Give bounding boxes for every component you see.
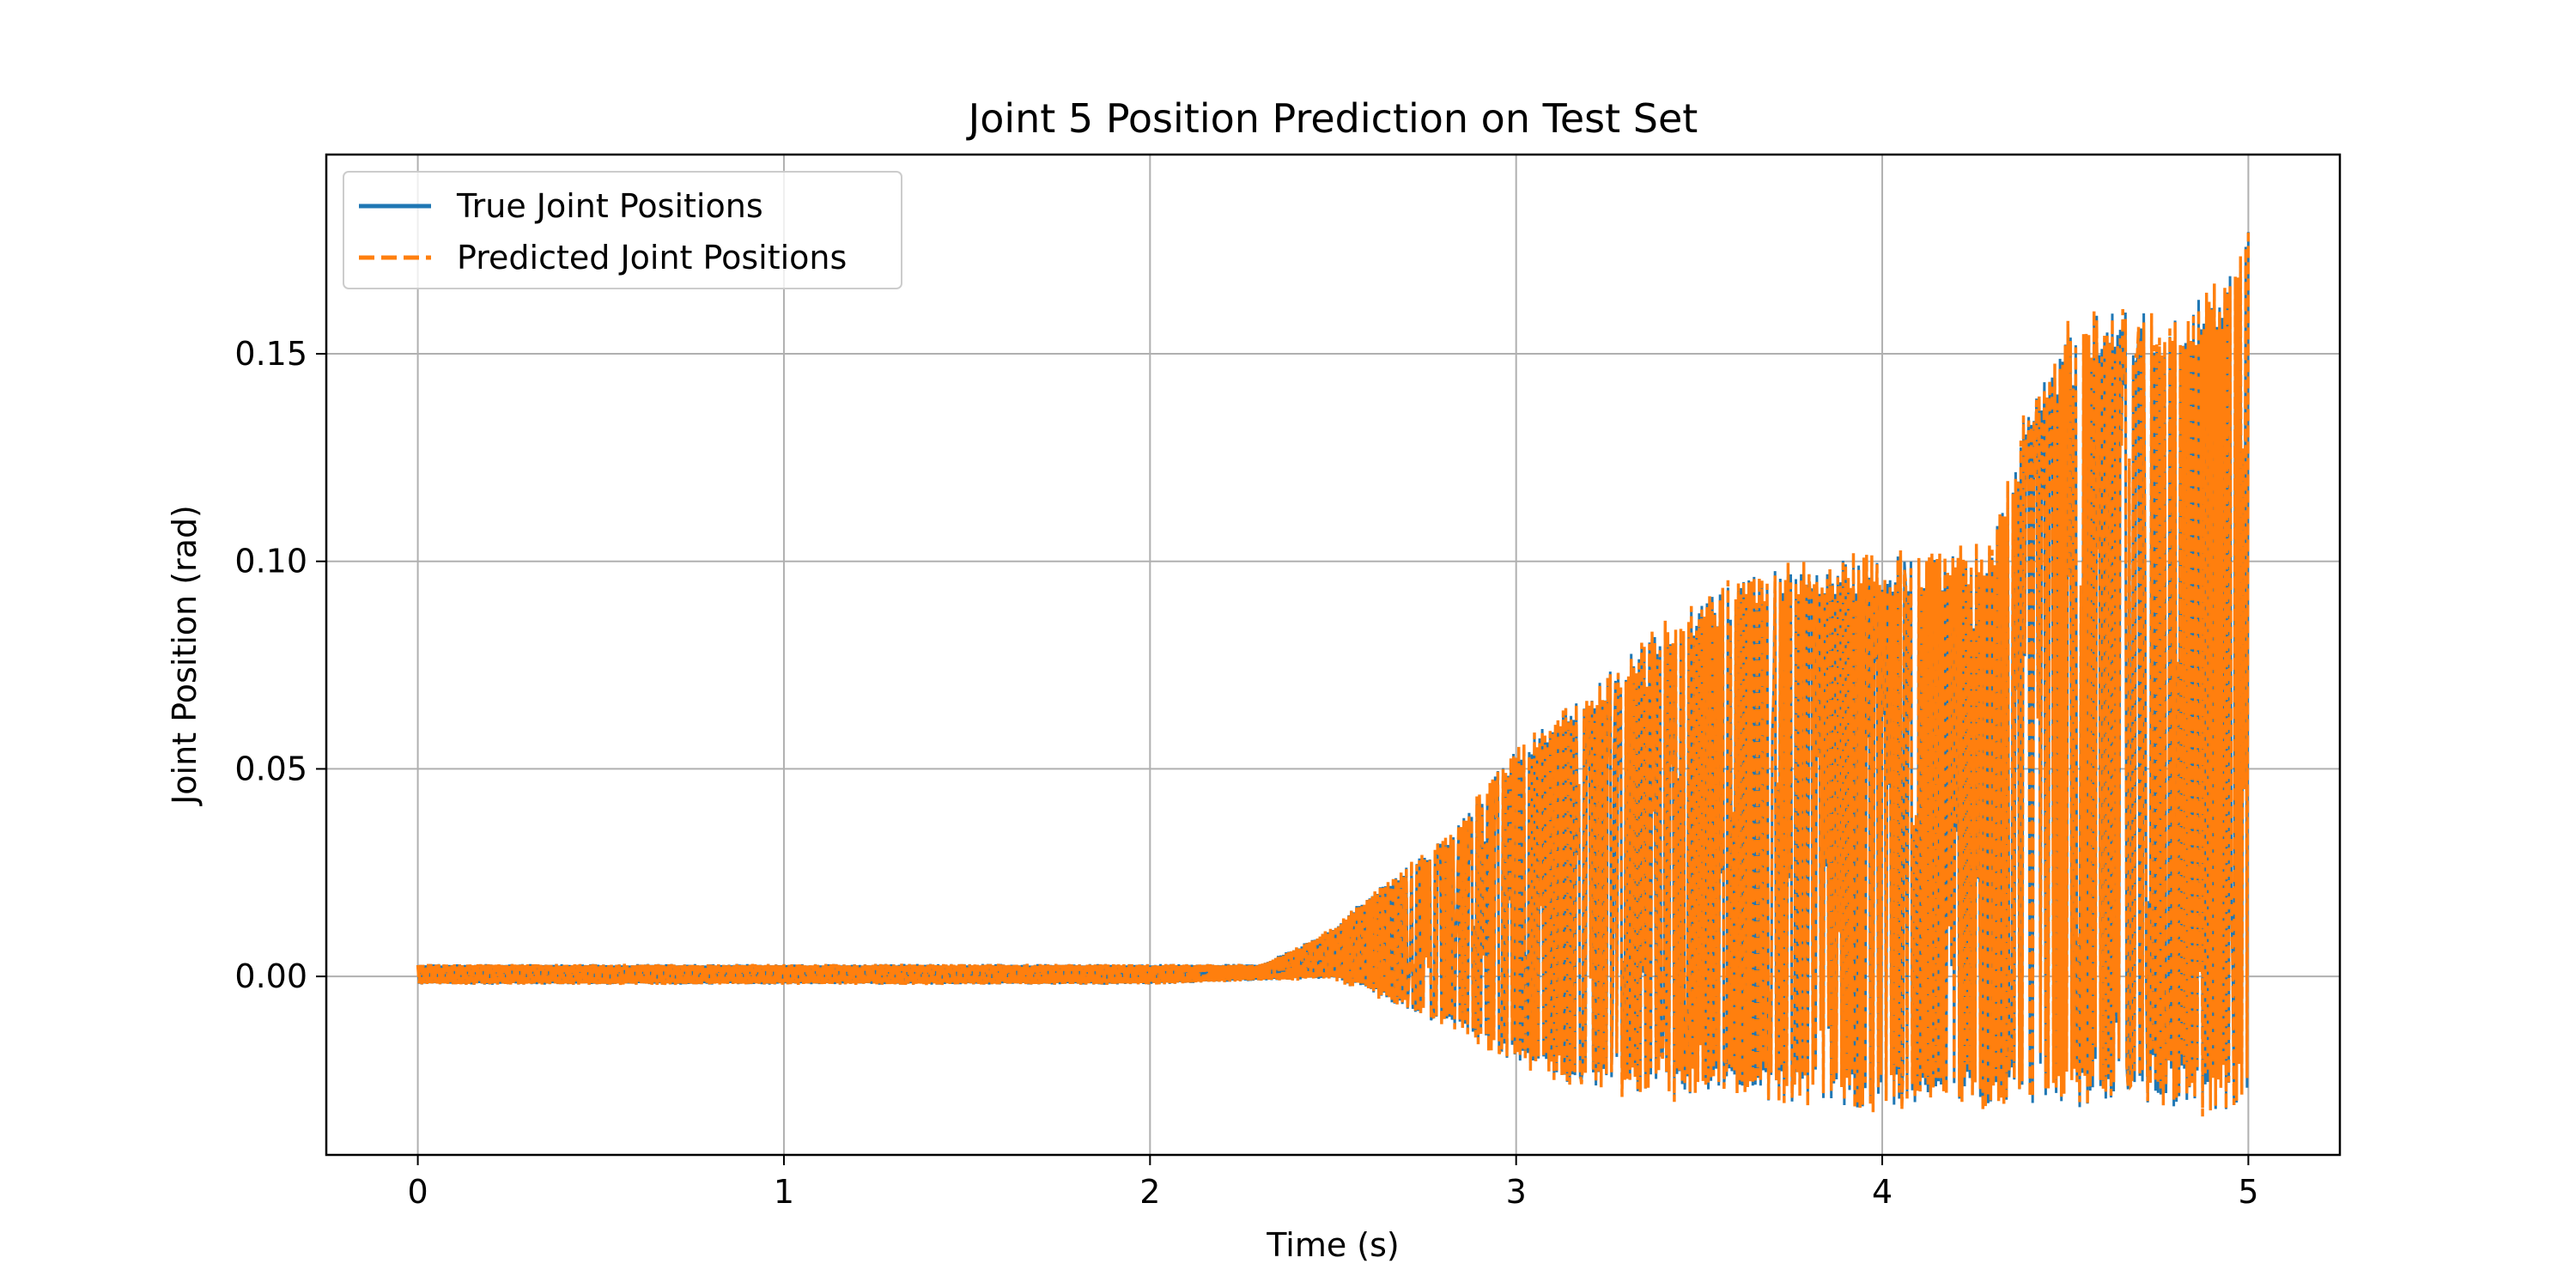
- series-line-predicted: [416, 232, 2251, 1117]
- x-tick-label: 1: [774, 1173, 794, 1211]
- y-tick-label: 0.00: [234, 957, 307, 995]
- x-tick-label: 4: [1872, 1173, 1893, 1211]
- y-axis-label: Joint Position (rad): [166, 505, 204, 806]
- y-tick-label: 0.10: [234, 543, 307, 580]
- ticks: 0 1 2 3 4 5 0.00 0.05 0.10 0.15: [234, 335, 2258, 1211]
- x-tick-label: 3: [1506, 1173, 1527, 1211]
- x-tick-label: 0: [407, 1173, 428, 1211]
- legend: True Joint Positions Predicted Joint Pos…: [343, 171, 902, 289]
- y-tick-label: 0.05: [234, 750, 307, 787]
- chart-title: Joint 5 Position Prediction on Test Set: [966, 95, 1698, 142]
- x-axis-label: Time (s): [1266, 1226, 1400, 1264]
- plot-area: [416, 232, 2251, 1117]
- legend-label-true: True Joint Positions: [456, 187, 763, 225]
- legend-label-predicted: Predicted Joint Positions: [457, 239, 847, 276]
- y-tick-label: 0.15: [234, 335, 307, 373]
- legend-box: [343, 171, 902, 289]
- x-tick-label: 5: [2238, 1173, 2258, 1211]
- axes-frame: [325, 153, 2342, 1157]
- x-tick-label: 2: [1139, 1173, 1160, 1211]
